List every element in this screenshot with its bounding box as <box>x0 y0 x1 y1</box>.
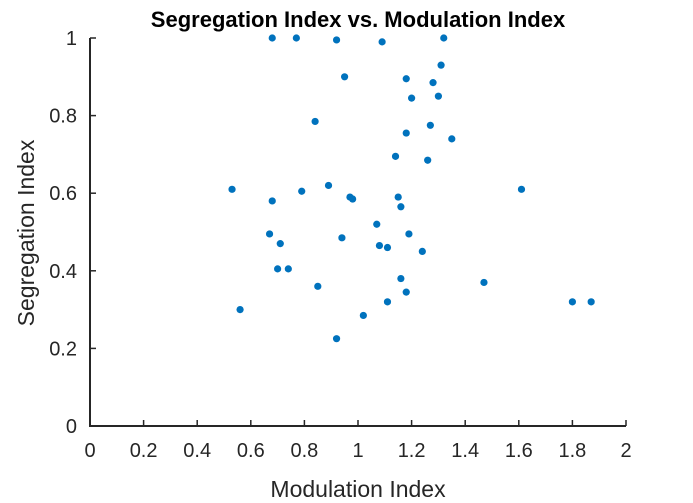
data-point <box>341 73 349 81</box>
x-tick-label: 0 <box>84 440 95 462</box>
y-axis-label: Segregation Index <box>13 139 39 326</box>
x-tick-label: 0.8 <box>290 440 318 462</box>
data-point <box>391 152 400 160</box>
data-point <box>298 187 306 195</box>
x-tick-label: 1.2 <box>398 440 426 462</box>
x-tick-label: 2 <box>620 440 631 462</box>
data-point <box>402 75 410 83</box>
x-tick-label: 1.8 <box>558 440 586 462</box>
data-point <box>437 61 445 69</box>
data-point <box>402 129 410 137</box>
x-axis-label: Modulation Index <box>270 476 446 502</box>
data-point <box>349 195 357 203</box>
data-point <box>418 247 426 255</box>
x-tick-label: 1 <box>352 440 363 462</box>
y-tick-label: 0.2 <box>49 338 77 360</box>
data-point <box>274 265 282 273</box>
data-point <box>375 241 384 250</box>
data-point <box>228 185 236 193</box>
data-point <box>397 203 405 211</box>
chart-title: Segregation Index vs. Modulation Index <box>151 7 566 32</box>
data-point <box>429 79 437 87</box>
data-point <box>434 92 442 100</box>
data-point <box>424 156 432 164</box>
data-point <box>292 34 300 42</box>
axis-ticks: 0 0.2 0.4 0.6 0.8 1 1.2 1.4 1.6 1.8 2 0 0.2 0.4 0.6 0.8… <box>49 28 631 462</box>
data-point <box>517 185 526 193</box>
data-point <box>440 34 448 42</box>
data-point <box>378 38 386 46</box>
x-tick-label: 1.4 <box>451 440 479 462</box>
data-point <box>397 274 405 283</box>
data-point <box>332 335 341 343</box>
y-tick-label: 1 <box>66 28 77 50</box>
data-point <box>284 265 292 273</box>
data-point <box>268 197 276 205</box>
data-point <box>448 135 456 143</box>
y-tick-label: 0.4 <box>49 261 77 283</box>
data-point <box>405 230 413 238</box>
data-point <box>480 278 488 287</box>
y-axis-label-group: Segregation Index <box>13 139 39 326</box>
y-tick-label: 0.8 <box>49 106 77 128</box>
data-point <box>332 36 341 44</box>
y-tick-label: 0 <box>66 416 77 438</box>
x-tick-label: 0.2 <box>130 440 158 462</box>
data-point <box>311 117 319 126</box>
axes-frame <box>89 38 626 427</box>
data-point <box>373 220 381 228</box>
data-point <box>268 34 276 42</box>
data-point <box>314 282 322 290</box>
data-points <box>228 34 595 343</box>
data-point <box>394 193 402 201</box>
data-point <box>426 121 434 129</box>
x-tick-label: 0.4 <box>183 440 211 462</box>
data-point <box>338 234 346 242</box>
data-point <box>383 243 392 252</box>
data-point <box>236 306 244 314</box>
data-point <box>359 311 367 320</box>
data-point <box>587 298 595 306</box>
data-point <box>265 230 274 238</box>
data-point <box>568 298 577 306</box>
x-tick-label: 0.6 <box>237 440 265 462</box>
y-tick-label: 0.6 <box>49 183 77 205</box>
data-point <box>383 298 392 306</box>
data-point <box>402 288 410 296</box>
data-point <box>276 240 284 248</box>
data-point <box>324 181 333 190</box>
x-tick-label: 1.6 <box>505 440 533 462</box>
data-point <box>408 94 416 102</box>
